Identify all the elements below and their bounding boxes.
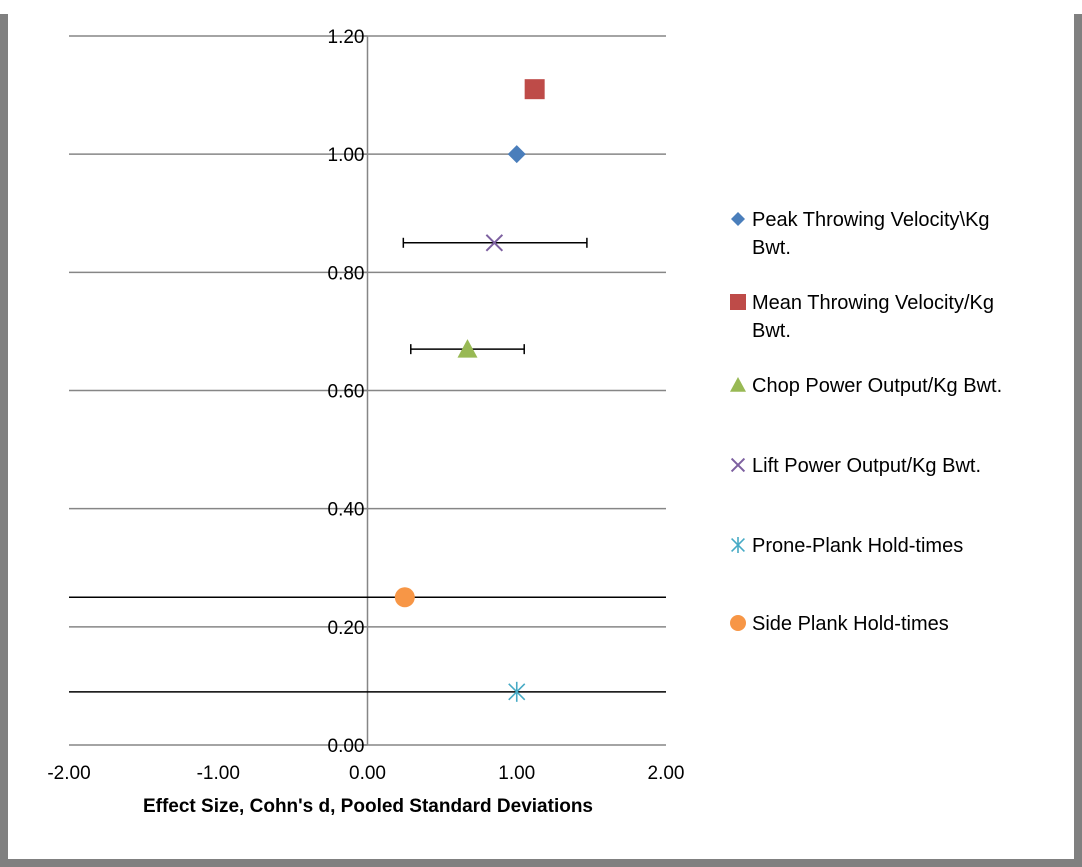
x-tick-label: 1.00 xyxy=(498,763,535,784)
legend-label-line: Peak Throwing Velocity\Kg xyxy=(752,209,990,231)
data-point-4 xyxy=(508,681,526,702)
legend-label-3: Lift Power Output/Kg Bwt. xyxy=(752,455,981,477)
data-point-5 xyxy=(394,587,415,608)
clipped-caption-strip xyxy=(0,0,1082,14)
x-tick-label: 2.00 xyxy=(648,763,685,784)
legend-label-2: Chop Power Output/Kg Bwt. xyxy=(752,375,1002,397)
legend-marker-2-shape xyxy=(730,377,746,392)
legend-item-5: Side Plank Hold-times xyxy=(730,613,949,635)
y-tick-label: 0.60 xyxy=(328,382,365,403)
x-tick-label: -1.00 xyxy=(197,763,240,784)
y-tick-label: 0.20 xyxy=(328,618,365,639)
axes xyxy=(361,35,369,746)
y-tick-label: 1.00 xyxy=(328,145,365,166)
legend-label-1: Mean Throwing Velocity/Kg Bwt. xyxy=(752,292,994,342)
y-tick-label: 0.00 xyxy=(328,736,365,757)
data-point-0 xyxy=(507,145,526,164)
legend-item-3: Lift Power Output/Kg Bwt. xyxy=(730,455,981,477)
legend-marker-1-shape xyxy=(730,294,746,310)
legend-marker-1 xyxy=(730,294,746,310)
x-axis-title: Effect Size, Cohn's d, Pooled Standard D… xyxy=(143,796,593,817)
legend-marker-2 xyxy=(730,377,746,392)
legend-marker-5-shape xyxy=(730,615,746,631)
data-point-2-shape xyxy=(457,339,478,358)
legend-item-4: Prone-Plank Hold-times xyxy=(731,535,963,557)
data-point-3 xyxy=(485,234,504,252)
data-point-3-shape xyxy=(485,234,504,252)
legend-item-2: Chop Power Output/Kg Bwt. xyxy=(730,375,1002,397)
y-tick-label: 0.40 xyxy=(328,500,365,521)
legend-marker-0 xyxy=(731,212,745,226)
x-tick-labels: -2.00 -1.00 0.00 1.00 2.00 xyxy=(47,763,684,784)
legend: Peak Throwing Velocity\Kg Bwt.Mean Throwi… xyxy=(730,209,1002,635)
legend-marker-3 xyxy=(730,457,746,473)
legend-label-line: Bwt. xyxy=(752,237,791,259)
data-point-0-shape xyxy=(507,145,526,164)
data-point-1-shape xyxy=(524,79,545,100)
data-point-5-shape xyxy=(394,587,415,608)
x-tick-label: -2.00 xyxy=(47,763,90,784)
x-tick-label: 0.00 xyxy=(349,763,386,784)
data-point-1 xyxy=(524,79,545,100)
y-tick-label: 0.80 xyxy=(328,263,365,284)
legend-item-0: Peak Throwing Velocity\Kg Bwt. xyxy=(731,209,990,259)
legend-marker-5 xyxy=(730,615,746,631)
legend-item-1: Mean Throwing Velocity/Kg Bwt. xyxy=(730,292,994,342)
legend-marker-3-shape xyxy=(730,457,746,473)
y-tick-labels: 0.00 0.20 0.40 0.60 0.80 1.00 1.20 xyxy=(328,27,365,757)
legend-label-0: Peak Throwing Velocity\Kg Bwt. xyxy=(752,209,990,259)
legend-label-4: Prone-Plank Hold-times xyxy=(752,535,963,557)
legend-marker-0-shape xyxy=(731,212,745,226)
legend-label-line: Bwt. xyxy=(752,320,791,342)
legend-label-line: Mean Throwing Velocity/Kg xyxy=(752,292,994,314)
legend-label-5: Side Plank Hold-times xyxy=(752,613,949,635)
data-point-2 xyxy=(457,339,478,358)
legend-marker-4 xyxy=(731,537,745,553)
y-tick-label: 1.20 xyxy=(328,27,365,48)
data-points xyxy=(394,79,545,702)
